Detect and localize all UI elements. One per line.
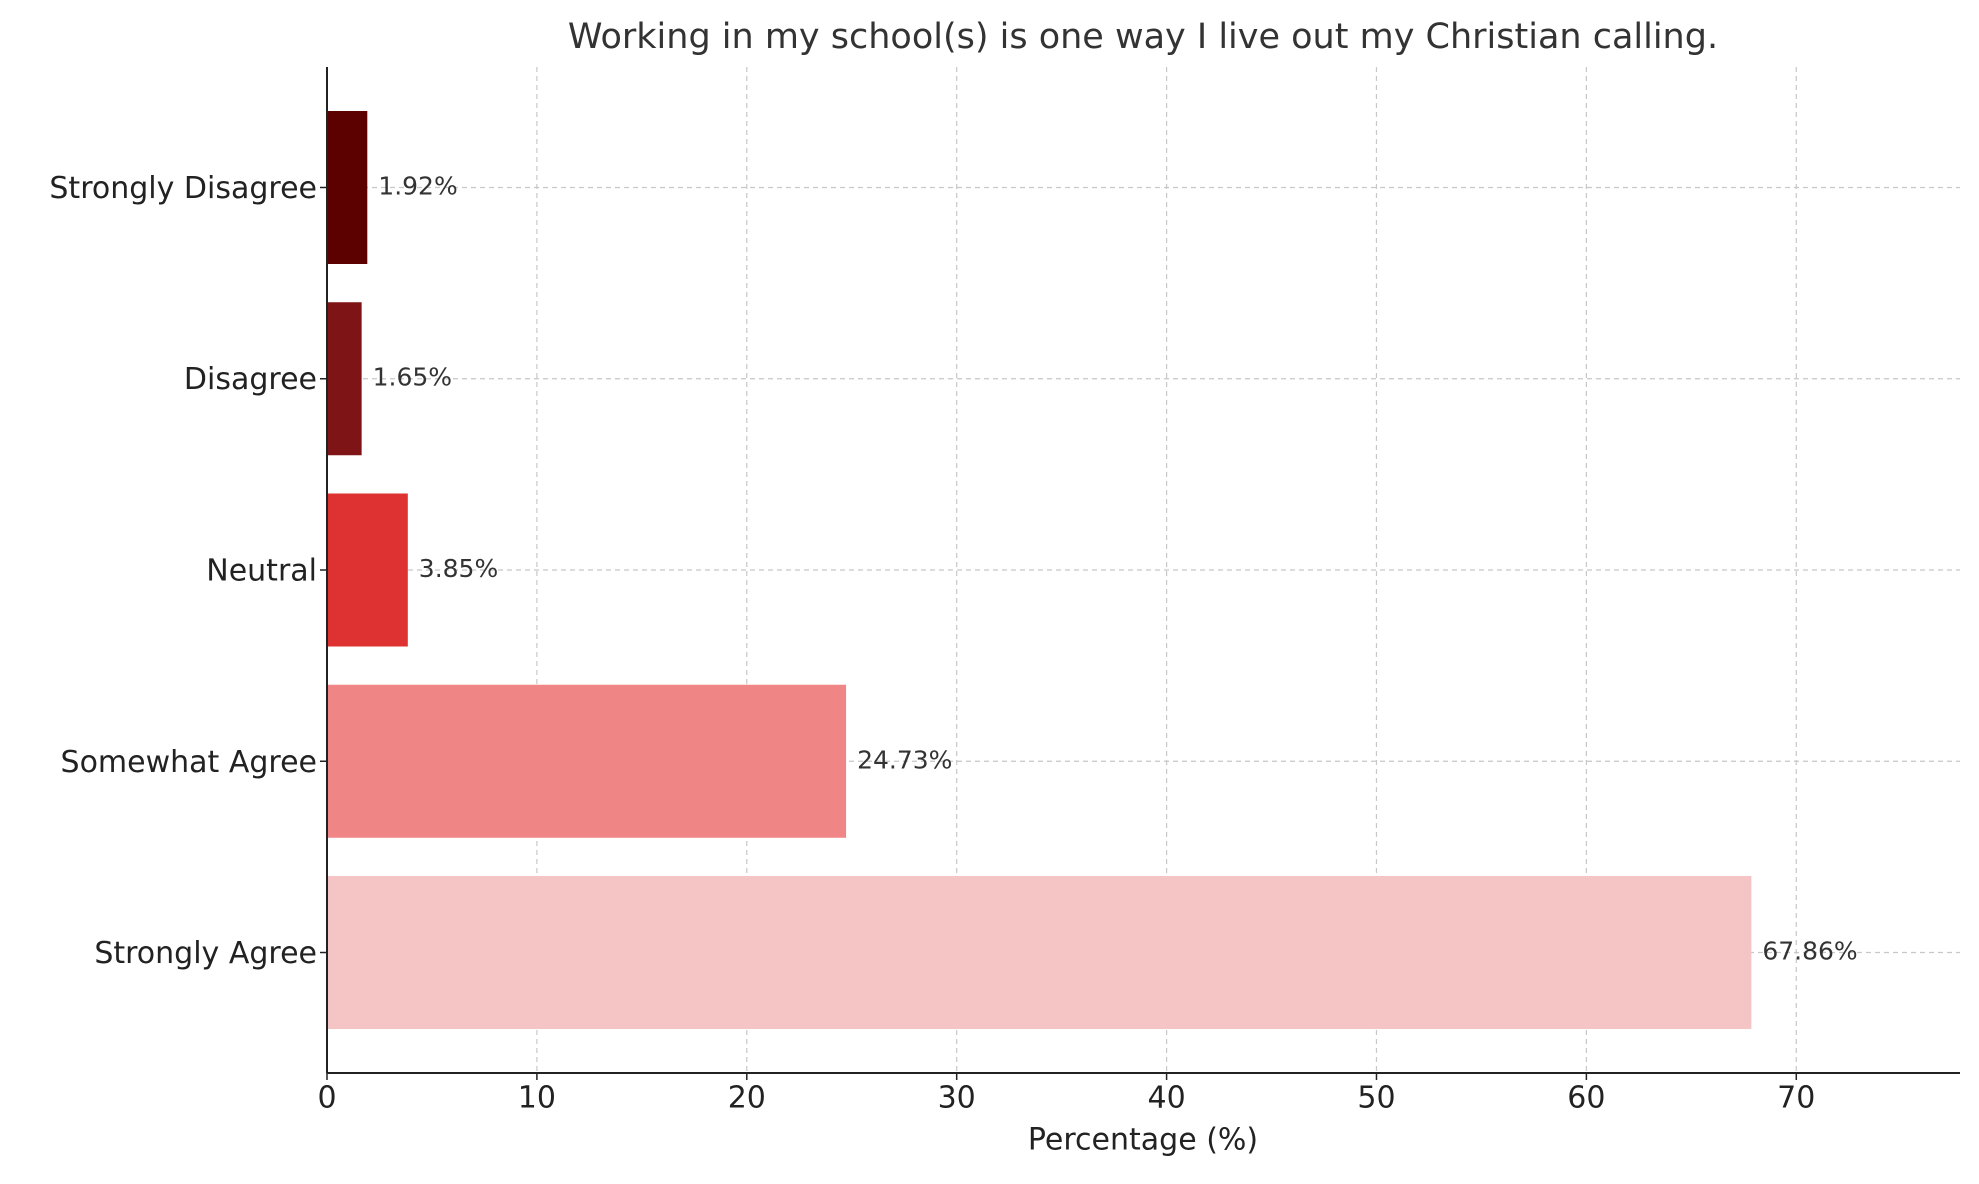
- x-tick-label: 50: [1357, 1081, 1395, 1116]
- y-tick-label: Disagree: [184, 362, 317, 397]
- value-label: 67.86%: [1762, 937, 1857, 966]
- y-tick-label: Neutral: [206, 554, 317, 589]
- bar: [327, 876, 1752, 1030]
- x-tick-label: 70: [1777, 1081, 1815, 1116]
- value-label: 1.92%: [378, 171, 457, 200]
- value-label: 1.65%: [373, 363, 452, 392]
- bar: [327, 684, 847, 838]
- y-tick-label: Strongly Disagree: [49, 171, 317, 206]
- x-tick-label: 0: [317, 1081, 336, 1116]
- x-tick-label: 20: [728, 1081, 766, 1116]
- x-tick-label: 10: [518, 1081, 556, 1116]
- chart-title: Working in my school(s) is one way I liv…: [568, 17, 1718, 57]
- y-tick-label: Somewhat Agree: [61, 745, 317, 780]
- x-tick-label: 30: [938, 1081, 976, 1116]
- bar: [327, 493, 408, 647]
- bar: [327, 110, 368, 264]
- bar: [327, 302, 362, 456]
- value-label: 3.85%: [419, 554, 498, 583]
- x-tick-label: 40: [1147, 1081, 1185, 1116]
- value-label: 24.73%: [857, 745, 952, 774]
- y-tick-label: Strongly Agree: [94, 936, 317, 971]
- x-tick-label: 60: [1567, 1081, 1605, 1116]
- x-axis-label: Percentage (%): [1028, 1123, 1258, 1158]
